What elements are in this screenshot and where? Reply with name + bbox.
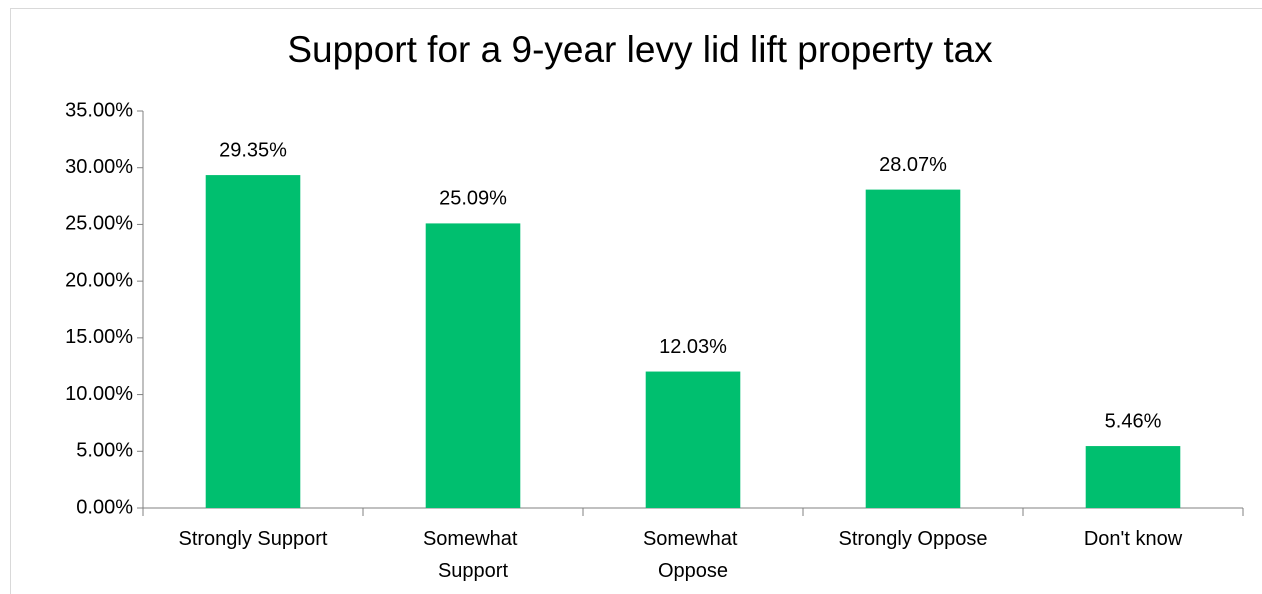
x-tick-label: Somewhat Oppose: [643, 528, 743, 582]
chart-title: Support for a 9-year levy lid lift prope…: [287, 29, 993, 70]
y-tick-label: 25.00%: [65, 213, 133, 235]
value-label: 5.46%: [1105, 410, 1162, 432]
y-tick-label: 0.00%: [76, 496, 133, 518]
bar: [205, 175, 301, 508]
bar: [425, 223, 521, 508]
value-label: 29.35%: [219, 139, 287, 161]
chart-frame: [10, 8, 1262, 594]
y-tick-label: 10.00%: [65, 383, 133, 405]
bar: [645, 371, 741, 508]
bar: [865, 189, 961, 508]
bar: [1085, 446, 1181, 508]
y-tick-label: 20.00%: [65, 269, 133, 291]
x-tick-label: Don't know: [1084, 528, 1183, 550]
x-tick-label: Strongly Oppose: [839, 528, 988, 550]
y-tick-label: 15.00%: [65, 326, 133, 348]
x-tick-label: Somewhat Support: [423, 528, 523, 582]
value-label: 12.03%: [659, 336, 727, 358]
x-tick-label: Strongly Support: [179, 528, 328, 550]
value-label: 25.09%: [439, 188, 507, 210]
y-tick-label: 30.00%: [65, 156, 133, 178]
value-label: 28.07%: [879, 154, 947, 176]
y-tick-label: 35.00%: [65, 99, 133, 121]
y-tick-label: 5.00%: [76, 440, 133, 462]
